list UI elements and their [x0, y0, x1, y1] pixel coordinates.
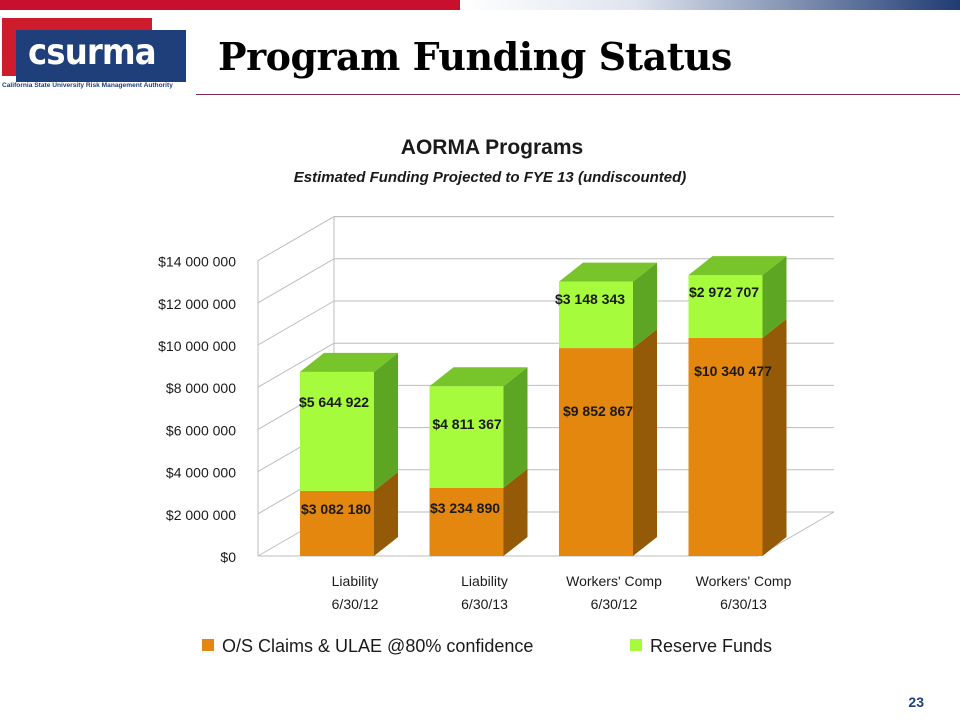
- grid-depth-line: [257, 342, 335, 388]
- bar-segment: [429, 487, 504, 556]
- slide-title: Program Funding Status: [218, 34, 732, 79]
- y-tick-label: $2 000 000: [166, 507, 236, 523]
- y-tick-label: $14 000 000: [158, 254, 236, 270]
- bar-segment: [300, 371, 374, 491]
- legend-swatch-claims: [202, 639, 214, 651]
- bar-top: [300, 352, 398, 372]
- bar-side: [633, 329, 657, 556]
- header-blue-stripe: [460, 0, 960, 10]
- data-label: $2 972 707: [689, 284, 759, 300]
- bar-segment: [688, 337, 763, 556]
- y-tick-label: $4 000 000: [166, 465, 236, 481]
- x-tick-label: 6/30/12: [332, 596, 379, 612]
- x-tick-label: Liability: [332, 573, 379, 589]
- x-tick-label: Liability: [461, 573, 508, 589]
- data-label: $3 082 180: [301, 501, 371, 517]
- bar-top: [688, 256, 787, 276]
- slide-number: 23: [908, 694, 924, 710]
- bar-segment: [429, 386, 504, 488]
- data-label: $10 340 477: [694, 363, 772, 379]
- y-tick-label: $10 000 000: [158, 338, 236, 354]
- legend-label-reserve: Reserve Funds: [650, 636, 772, 656]
- bar-side: [762, 256, 787, 338]
- x-tick-label: 6/30/13: [720, 596, 767, 612]
- y-tick-label: $0: [220, 549, 236, 565]
- csurma-logo: csurma California State University Risk …: [2, 16, 186, 94]
- y-tick-label: $12 000 000: [158, 296, 236, 312]
- bar-side: [503, 367, 528, 488]
- title-divider: [196, 94, 960, 95]
- y-tick-label: $6 000 000: [166, 422, 236, 438]
- bar-side: [762, 318, 787, 556]
- x-tick-label: Workers' Comp: [566, 573, 662, 589]
- data-label: $5 644 922: [299, 394, 369, 410]
- bar-side: [374, 352, 398, 491]
- bar-top: [559, 262, 657, 282]
- x-tick-label: Workers' Comp: [696, 573, 792, 589]
- bar-side: [633, 262, 657, 349]
- logo-tagline: California State University Risk Managem…: [2, 82, 173, 89]
- bar-side: [503, 468, 528, 556]
- bar-segment: [688, 275, 763, 338]
- logo-wordmark: csurma: [28, 32, 157, 73]
- bar-segment: [300, 490, 374, 556]
- bar-segment: [559, 281, 633, 349]
- chart-title: AORMA Programs: [401, 136, 583, 159]
- grid-depth-line: [257, 216, 335, 262]
- header-red-stripe: [0, 0, 580, 10]
- data-label: $4 811 367: [432, 416, 502, 432]
- data-label: $3 234 890: [430, 500, 500, 516]
- grid-depth-line: [257, 300, 335, 346]
- grid-depth-line: [257, 258, 335, 304]
- data-label: $9 852 867: [563, 403, 633, 419]
- data-label: $3 148 343: [555, 291, 625, 307]
- y-tick-label: $8 000 000: [166, 380, 236, 396]
- bar-segment: [559, 348, 633, 556]
- logo-navy-block: [16, 30, 186, 82]
- x-tick-label: 6/30/12: [591, 596, 638, 612]
- legend-label-claims: O/S Claims & ULAE @80% confidence: [222, 636, 533, 656]
- legend-swatch-reserve: [630, 639, 642, 651]
- x-tick-label: 6/30/13: [461, 596, 508, 612]
- bar-top: [429, 367, 528, 387]
- bar-side: [374, 471, 398, 556]
- chart-subtitle: Estimated Funding Projected to FYE 13 (u…: [294, 169, 687, 186]
